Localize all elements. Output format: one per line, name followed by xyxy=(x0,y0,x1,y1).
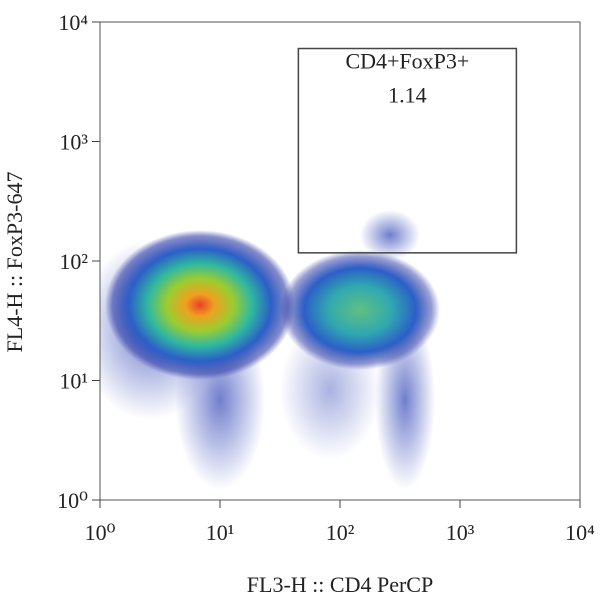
gate-percent: 1.14 xyxy=(388,83,427,108)
density-cloud xyxy=(100,210,440,490)
x-tick-label: 10⁰ xyxy=(85,520,116,545)
y-tick-label: 10³ xyxy=(59,130,88,155)
gate-name: CD4+FoxP3+ xyxy=(345,49,469,74)
gate xyxy=(297,47,518,254)
y-tick-label: 10⁰ xyxy=(57,488,88,513)
x-tick-label: 10⁴ xyxy=(565,520,595,545)
y-tick-label: 10¹ xyxy=(59,369,88,394)
x-tick-label: 10² xyxy=(326,520,355,545)
x-tick-label: 10¹ xyxy=(206,520,235,545)
y-tick-label: 10² xyxy=(59,249,88,274)
y-axis-title: FL4-H :: FoxP3-647 xyxy=(2,172,27,353)
x-axis-title: FL3-H :: CD4 PerCP xyxy=(247,572,433,597)
x-tick-label: 10³ xyxy=(446,520,475,545)
y-tick-label: 10⁴ xyxy=(58,10,88,35)
